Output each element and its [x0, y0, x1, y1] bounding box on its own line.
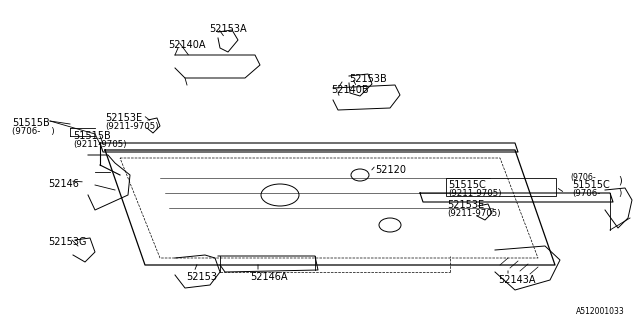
Text: 52120: 52120 [375, 165, 406, 175]
Text: 51515B: 51515B [12, 118, 50, 128]
Text: 51515C: 51515C [448, 180, 486, 190]
Text: 52153A: 52153A [209, 24, 246, 34]
Text: 51515B: 51515B [73, 131, 111, 141]
Bar [446, 178, 556, 196]
Text: ): ) [618, 189, 621, 198]
Text: 52153B: 52153B [349, 74, 387, 84]
Text: (9211-9705): (9211-9705) [73, 140, 127, 149]
Text: 52153G: 52153G [48, 237, 86, 247]
Text: (9211-9705): (9211-9705) [447, 209, 500, 218]
Text: 52143A: 52143A [498, 275, 536, 285]
Text: 52146A: 52146A [250, 272, 287, 282]
Text: (9211-9705): (9211-9705) [448, 189, 502, 198]
Text: ): ) [618, 175, 621, 185]
Text: (9211-9705): (9211-9705) [105, 122, 159, 131]
Text: 52140B: 52140B [331, 85, 369, 95]
Text: 52140A: 52140A [168, 40, 205, 50]
Text: (9706-: (9706- [572, 189, 600, 198]
Text: 52153E: 52153E [447, 200, 484, 210]
Text: 52153E: 52153E [105, 113, 142, 123]
Text: 51515C: 51515C [572, 180, 610, 190]
Text: 52146: 52146 [48, 179, 79, 189]
Text: A512001033: A512001033 [576, 307, 625, 316]
Text: (9706-: (9706- [570, 173, 596, 182]
Text: (9706-    ): (9706- ) [12, 127, 54, 136]
Text: 52153: 52153 [186, 272, 217, 282]
